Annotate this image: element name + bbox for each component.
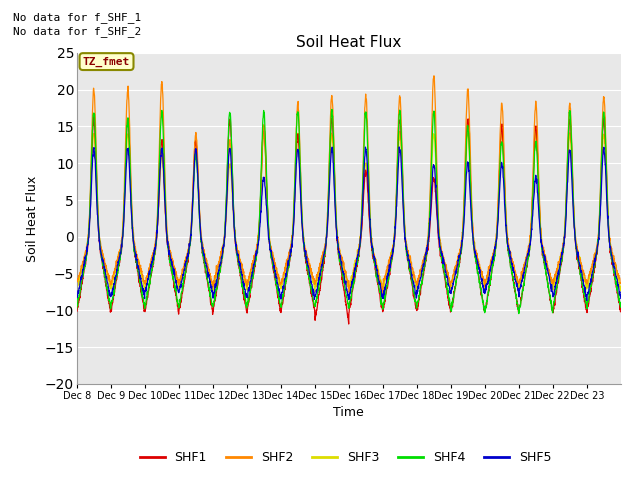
SHF2: [430, 73, 438, 79]
X-axis label: Time: Time: [333, 407, 364, 420]
SHF5: [73, 293, 81, 299]
SHF2: [513, 275, 521, 281]
SHF3: [244, 280, 252, 286]
Text: No data for f_SHF_2: No data for f_SHF_2: [13, 26, 141, 37]
SHF1: [382, 291, 390, 297]
SHF5: [617, 296, 625, 301]
SHF4: [617, 303, 625, 309]
SHF4: [515, 311, 523, 316]
SHF5: [543, 266, 551, 272]
Line: SHF4: SHF4: [77, 109, 621, 313]
Legend: SHF1, SHF2, SHF3, SHF4, SHF5: SHF1, SHF2, SHF3, SHF4, SHF5: [134, 446, 557, 469]
Text: TZ_fmet: TZ_fmet: [83, 57, 130, 67]
SHF5: [381, 287, 389, 293]
SHF4: [127, 194, 135, 200]
SHF1: [245, 300, 253, 305]
SHF3: [127, 196, 135, 202]
SHF2: [381, 272, 389, 277]
SHF2: [244, 276, 252, 282]
SHF3: [544, 265, 552, 271]
SHF5: [127, 205, 135, 211]
SHF3: [311, 289, 319, 295]
SHF1: [127, 201, 135, 206]
Title: Soil Heat Flux: Soil Heat Flux: [296, 35, 401, 50]
SHF1: [513, 301, 521, 307]
SHF3: [381, 277, 389, 283]
SHF5: [583, 298, 591, 303]
SHF4: [244, 299, 252, 304]
SHF5: [244, 285, 252, 291]
SHF2: [544, 262, 552, 268]
SHF3: [610, 256, 618, 262]
SHF4: [328, 107, 336, 112]
SHF4: [73, 306, 81, 312]
Text: No data for f_SHF_1: No data for f_SHF_1: [13, 12, 141, 23]
SHF1: [610, 268, 618, 274]
Line: SHF2: SHF2: [77, 76, 621, 293]
SHF1: [345, 321, 353, 327]
SHF2: [379, 290, 387, 296]
SHF5: [610, 262, 618, 267]
SHF3: [396, 129, 404, 134]
Line: SHF1: SHF1: [77, 117, 621, 324]
SHF4: [544, 281, 552, 287]
Line: SHF3: SHF3: [77, 132, 621, 292]
SHF3: [513, 279, 521, 285]
SHF4: [610, 265, 618, 271]
SHF4: [381, 292, 389, 298]
Y-axis label: Soil Heat Flux: Soil Heat Flux: [26, 175, 39, 262]
SHF5: [513, 283, 520, 289]
Line: SHF5: SHF5: [77, 147, 621, 300]
SHF5: [396, 144, 403, 150]
SHF1: [617, 309, 625, 314]
SHF3: [617, 284, 625, 289]
SHF2: [73, 278, 81, 284]
SHF3: [73, 285, 81, 290]
SHF2: [127, 182, 135, 188]
SHF4: [513, 295, 520, 301]
SHF1: [544, 278, 552, 284]
SHF1: [90, 114, 97, 120]
SHF1: [73, 309, 81, 314]
SHF2: [610, 256, 618, 262]
SHF2: [617, 280, 625, 286]
